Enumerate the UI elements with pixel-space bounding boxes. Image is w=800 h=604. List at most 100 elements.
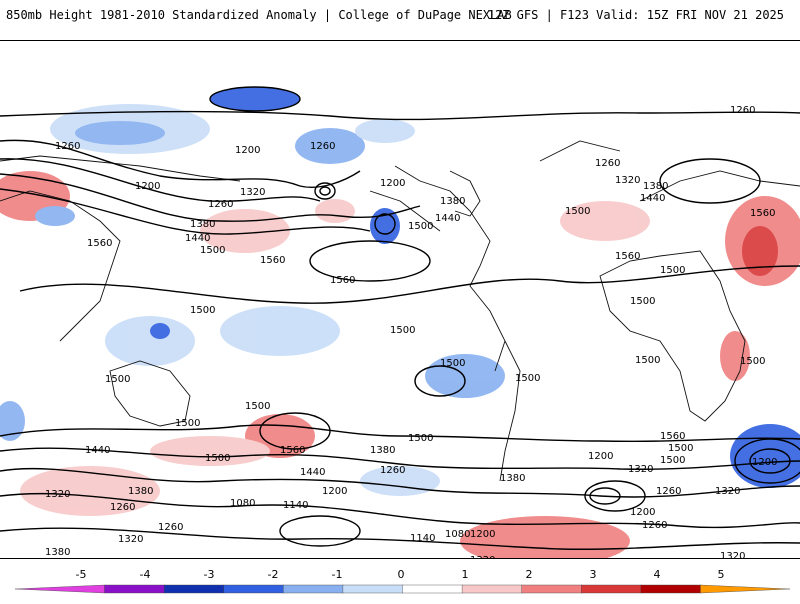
contour-label: 1500 (565, 206, 590, 217)
colorbar-segment (581, 584, 642, 594)
contour-label: 1500 (668, 443, 693, 454)
colorbar-tick-label: 1 (462, 568, 469, 581)
contour-label: 1440 (435, 213, 460, 224)
contour-label: 1260 (110, 502, 135, 513)
contour-label: 1500 (205, 453, 230, 464)
contour-label: 1560 (750, 208, 775, 219)
contour-label: 1560 (330, 275, 355, 286)
map-canvas[interactable]: 1260 1260 1260 1260 1200 1200 1200 1320 … (0, 41, 800, 558)
colorbar-tick-label: -5 (76, 568, 87, 581)
colorbar-tick-label: -3 (204, 568, 215, 581)
contour-label: 1500 (635, 355, 660, 366)
colorbar-segment (640, 584, 702, 594)
colorbar-tick-label: -2 (268, 568, 279, 581)
contour-label: 1560 (87, 238, 112, 249)
contour-label: 1440 (640, 193, 665, 204)
colorbar-tick-label: 0 (398, 568, 405, 581)
contour-label: 1200 (380, 178, 405, 189)
contour-label: 1500 (630, 296, 655, 307)
contour-label: 1320 (240, 187, 265, 198)
colorbar-segment (461, 584, 523, 594)
contour-label: 1440 (185, 233, 210, 244)
colorbar-segments (14, 584, 791, 594)
contour-label: 1320 (720, 551, 745, 558)
contour-label: 1260 (158, 522, 183, 533)
colorbar-segment (163, 584, 225, 594)
contour-label: 1560 (660, 431, 685, 442)
colorbar-tick-label: 2 (526, 568, 533, 581)
contour-label: 1320 (615, 175, 640, 186)
contour-label: 1380 (370, 445, 395, 456)
contour-label: 1500 (660, 455, 685, 466)
contour-label: 1500 (390, 325, 415, 336)
contour-label: 1500 (105, 374, 130, 385)
anomaly-shading (0, 87, 800, 558)
colorbar-segment (402, 584, 463, 594)
contour-label: 1320 (470, 555, 495, 558)
contour-label: 1500 (190, 305, 215, 316)
colorbar-tick-label: 3 (590, 568, 597, 581)
contour-label: 1260 (55, 141, 80, 152)
contour-label: 1500 (408, 221, 433, 232)
colorbar-segment (342, 584, 404, 594)
contour-label: 1080 (445, 529, 470, 540)
colorbar-tick-labels: -5 -4 -3 -2 -1 0 1 2 3 4 5 (76, 568, 725, 581)
contour-label: 1380 (440, 196, 465, 207)
contour-label: 1500 (440, 358, 465, 369)
contour-label: 1380 (45, 547, 70, 558)
header: 850mb Height 1981-2010 Standardized Anom… (0, 0, 800, 30)
contour-label: 1200 (235, 145, 260, 156)
colorbar-tick-label: 4 (654, 568, 661, 581)
contour-label: 1260 (656, 486, 681, 497)
contour-label: 1560 (260, 255, 285, 266)
anomaly-colorbar: -5 -4 -3 -2 -1 0 1 2 3 4 5 (0, 566, 800, 600)
contour-label: 1200 (752, 457, 777, 468)
contour-label: 1200 (322, 486, 347, 497)
colorbar-svg: -5 -4 -3 -2 -1 0 1 2 3 4 5 (14, 568, 791, 594)
contour-label: 1260 (310, 141, 335, 152)
model-run-info: 12Z GFS | F123 Valid: 15Z FRI NOV 21 202… (487, 8, 784, 22)
colorbar-tick-label: -1 (332, 568, 343, 581)
colorbar-segment (14, 584, 105, 594)
contour-label: 1500 (515, 373, 540, 384)
contour-label: 1080 (230, 498, 255, 509)
contour-label: 1440 (85, 445, 110, 456)
contour-label: 1500 (175, 418, 200, 429)
colorbar-segment (521, 584, 582, 594)
contour-label: 1260 (208, 199, 233, 210)
contour-label: 1200 (588, 451, 613, 462)
contour-label: 1500 (660, 265, 685, 276)
contour-label: 1380 (190, 219, 215, 230)
contour-label: 1560 (615, 251, 640, 262)
colorbar-tick-label: -4 (140, 568, 151, 581)
contour-label: 1380 (643, 181, 668, 192)
coastlines (0, 140, 800, 482)
contour-label: 1500 (740, 356, 765, 367)
contour-label: 1380 (128, 486, 153, 497)
contour-label: 1320 (45, 489, 70, 500)
colorbar-segment (283, 584, 344, 594)
contour-label: 1440 (300, 467, 325, 478)
contour-label: 1500 (245, 401, 270, 412)
contour-label: 1260 (730, 105, 755, 116)
contour-label: 1200 (630, 507, 655, 518)
contour-label: 1140 (410, 533, 435, 544)
map-frame[interactable]: 1260 1260 1260 1260 1200 1200 1200 1320 … (0, 40, 800, 559)
contour-label: 1140 (283, 500, 308, 511)
contour-label: 1380 (500, 473, 525, 484)
contour-labels: 1260 1260 1260 1260 1200 1200 1200 1320 … (45, 105, 777, 558)
contour-label: 1500 (408, 433, 433, 444)
contour-label: 1260 (595, 158, 620, 169)
contour-label: 1260 (380, 465, 405, 476)
map-title: 850mb Height 1981-2010 Standardized Anom… (6, 8, 512, 22)
colorbar-segment (223, 584, 285, 594)
colorbar-segment (104, 584, 165, 594)
contour-label: 1320 (118, 534, 143, 545)
contour-label: 1200 (470, 529, 495, 540)
contour-label: 1260 (642, 520, 667, 531)
height-contours (0, 86, 800, 550)
contour-label: 1500 (200, 245, 225, 256)
contour-label: 1320 (628, 464, 653, 475)
colorbar-tick-label: 5 (718, 568, 725, 581)
contour-label: 1320 (715, 486, 740, 497)
